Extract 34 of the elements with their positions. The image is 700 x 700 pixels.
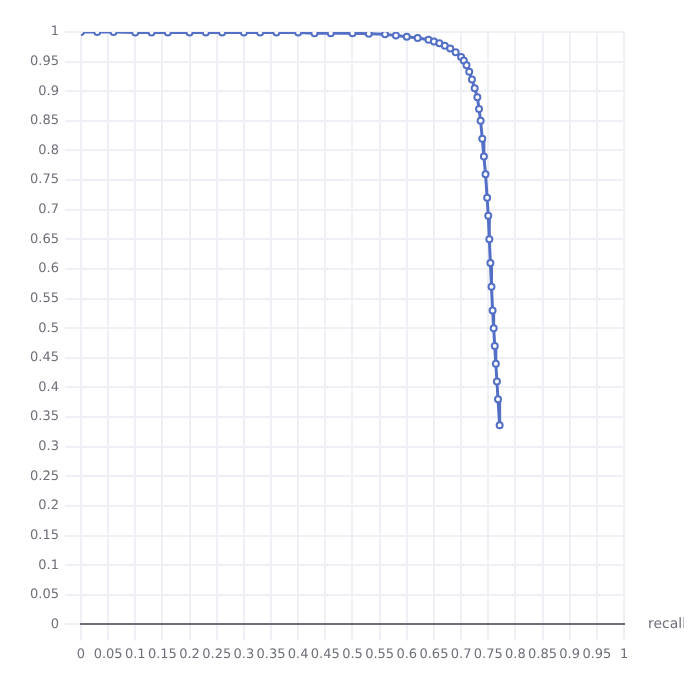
point xyxy=(489,324,498,333)
point xyxy=(476,116,485,125)
point xyxy=(478,134,487,143)
point xyxy=(483,193,492,202)
point xyxy=(381,32,390,39)
point xyxy=(310,32,319,38)
point xyxy=(479,152,488,161)
point xyxy=(473,93,482,102)
point xyxy=(364,32,373,38)
point xyxy=(485,235,494,244)
point xyxy=(481,170,490,179)
point xyxy=(484,211,493,220)
point xyxy=(495,421,504,430)
point xyxy=(475,105,483,114)
point xyxy=(435,39,444,48)
point xyxy=(465,67,474,76)
point xyxy=(470,84,479,93)
point xyxy=(487,282,496,291)
point xyxy=(348,32,357,38)
point xyxy=(486,259,495,268)
point xyxy=(491,359,500,368)
point xyxy=(413,33,422,42)
point xyxy=(326,32,335,38)
point xyxy=(488,306,497,315)
point xyxy=(391,32,400,40)
point xyxy=(490,341,499,350)
point xyxy=(446,44,455,53)
point xyxy=(467,75,476,84)
point xyxy=(494,395,503,404)
point xyxy=(451,48,460,57)
point xyxy=(440,41,449,50)
point xyxy=(462,61,471,70)
point xyxy=(492,377,501,386)
point xyxy=(402,32,411,41)
